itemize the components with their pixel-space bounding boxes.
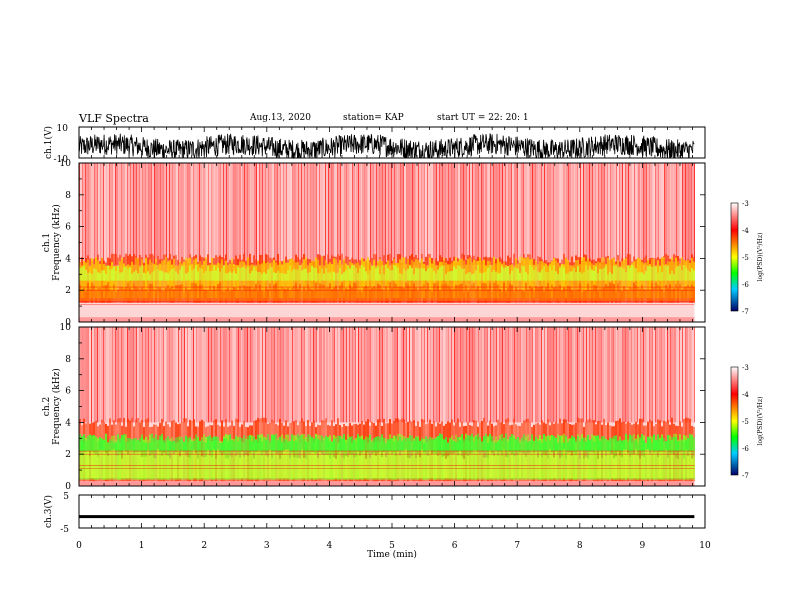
xtick-label: 2	[201, 541, 207, 551]
spectrogram-ch2-bottom-strip	[79, 481, 695, 486]
ch1-ytick-label: -10	[54, 155, 69, 165]
spec1-ytick-label: 2	[65, 286, 71, 296]
spectrogram-ch1-band-3	[79, 282, 695, 302]
ch1-ylabel: ch.1(V)	[43, 126, 54, 159]
spec1-ytick-label: 4	[65, 254, 71, 264]
spec2-ylabel-channel: ch.2	[42, 397, 52, 416]
spectrogram-ch2-band-2	[79, 433, 695, 452]
spec2-ytick-label: 10	[60, 323, 72, 333]
spec1-colorbar-tick: -4	[742, 227, 749, 235]
ch3-waveform-band	[79, 515, 695, 519]
spec1-colorbar-tick: -5	[742, 254, 749, 262]
spec2-colorbar-label: log(PSD)(V²/Hz)	[757, 397, 764, 446]
spec2-ylabel-frequency: Frequency (kHz)	[51, 368, 62, 445]
xtick-label: 8	[577, 541, 583, 551]
xtick-label: 6	[452, 541, 458, 551]
figure-title: VLF Spectra	[79, 112, 149, 125]
spec2-colorbar-tick: -4	[742, 391, 749, 399]
spec1-colorbar-tick: -7	[742, 308, 749, 316]
header-date: Aug.13, 2020	[250, 113, 311, 123]
x-axis-label: Time (min)	[367, 549, 417, 560]
spec2-ytick-label: 2	[65, 450, 71, 460]
xtick-label: 1	[139, 541, 145, 551]
xtick-label: 7	[514, 541, 520, 551]
spec1-colorbar-label: log(PSD)(V²/Hz)	[757, 233, 764, 282]
spec2-ytick-label: 6	[65, 387, 71, 397]
spec1-colorbar-tick: -6	[742, 281, 749, 289]
header-station: station= KAP	[343, 113, 404, 123]
ch3-ytick-label: -5	[60, 525, 69, 535]
spec1-colorbar-tick: -3	[742, 200, 749, 208]
spectrogram-ch1-streaks	[79, 163, 695, 265]
header-start-time: start UT = 22: 20: 1	[437, 113, 529, 123]
ch3-ytick-label: 5	[63, 492, 69, 502]
spec1-colorbar	[730, 202, 739, 312]
spec2-ytick-label: 8	[65, 355, 71, 365]
spectrogram-ch1-band-2	[79, 264, 695, 281]
xtick-label: 5	[389, 541, 395, 551]
spec1-ytick-label: 0	[65, 318, 71, 328]
spec2-colorbar-tick: -6	[742, 445, 749, 453]
spec2-colorbar-tick: -5	[742, 418, 749, 426]
spectrogram-ch2-streaks	[79, 327, 695, 423]
ch3-ylabel: ch.3(V)	[43, 495, 54, 528]
spec2-colorbar	[730, 366, 739, 476]
xtick-label: 0	[76, 541, 82, 551]
xtick-label: 4	[327, 541, 333, 551]
spec1-ytick-label: 10	[60, 159, 72, 169]
spec2-ytick-label: 0	[65, 482, 71, 492]
spec1-ytick-label: 6	[65, 223, 71, 233]
spectrogram-ch1-bottom-strip	[79, 317, 695, 322]
xtick-label: 10	[699, 541, 711, 551]
spec2-colorbar-tick: -3	[742, 364, 749, 372]
ch1-waveform-line	[78, 133, 695, 160]
ch1-ytick-label: 10	[57, 124, 69, 134]
spec1-ylabel-frequency: Frequency (kHz)	[51, 204, 62, 281]
spec2-colorbar-tick: -7	[742, 472, 749, 480]
xtick-label: 9	[640, 541, 646, 551]
xtick-label: 3	[264, 541, 270, 551]
spec2-ytick-label: 4	[65, 418, 71, 428]
spec1-ylabel-channel: ch.1	[42, 233, 52, 252]
spec1-ytick-label: 8	[65, 191, 71, 201]
